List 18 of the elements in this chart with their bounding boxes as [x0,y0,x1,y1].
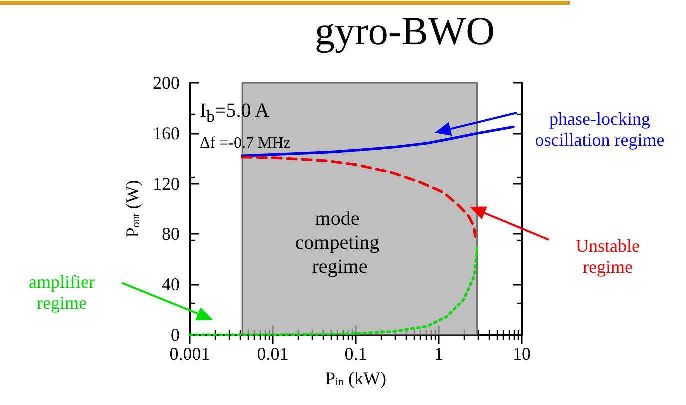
y-tick-label: 40 [162,274,180,295]
x-tick-label: 0.01 [257,344,289,364]
x-tick-label: 10 [513,344,531,364]
y-tick-label: 200 [153,73,180,93]
y-tick-label: 0 [171,325,180,345]
y-tick-label: 80 [162,224,180,244]
text: phase-locking oscillation regime [534,108,666,152]
x-axis-title: Pin (kW) [325,368,387,388]
y-tick-label: 120 [153,174,180,194]
text: Unstable regime [575,236,641,279]
band-label: mode competing regime [295,208,385,278]
x-tick-label: 1 [434,344,444,364]
y-tick-label: 160 [153,123,180,144]
y-axis-title: Pout (W) [122,180,142,238]
x-tick-label: 0.1 [344,344,368,364]
x-tick-label: 0.001 [170,344,210,364]
text: amplifier regime [28,272,96,315]
chart-title: gyro-BWO [315,8,495,54]
